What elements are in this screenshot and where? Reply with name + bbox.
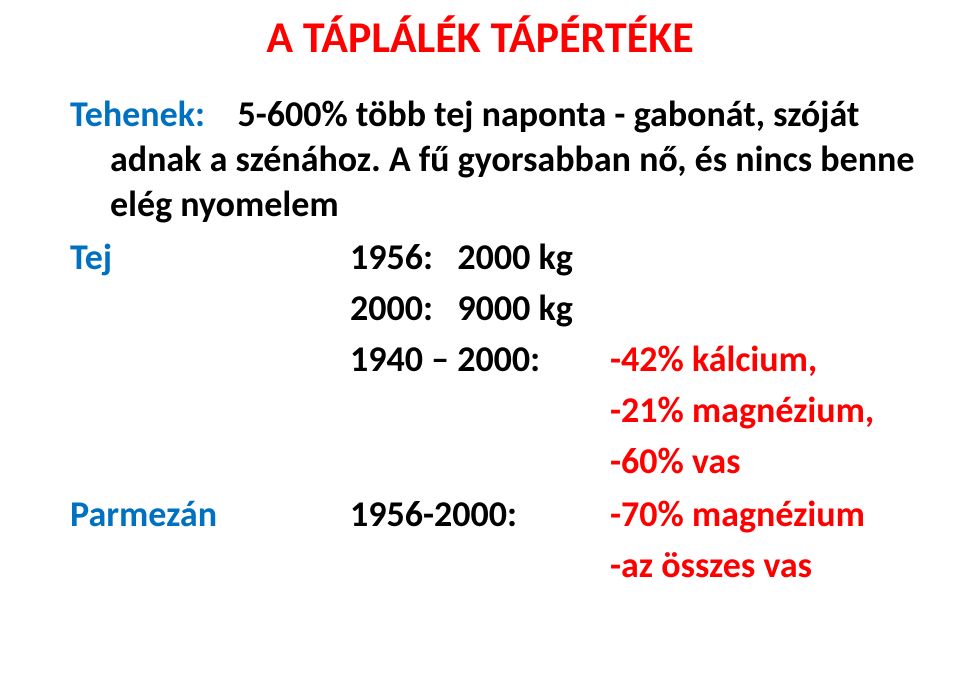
milk-label: Tej [70,235,350,280]
cows-paragraph: Tehenek: 5-600% több tej naponta - gabon… [70,92,920,137]
cows-text-2: adnak a szénához. A fű gyorsabban nő, és… [70,137,920,227]
milk-row-1956: Tej 1956: 2000 kg [70,235,920,280]
milk-iron: -60% vas [70,439,920,484]
slide-page: A TÁPLÁLÉK TÁPÉRTÉKE Tehenek: 5-600% töb… [0,0,960,686]
parmesan-row: Parmezán 1956-2000: -70% magnézium [70,492,920,537]
body-content: Tehenek: 5-600% több tej naponta - gabon… [70,92,920,588]
milk-1956-val: 2000 kg [457,235,572,279]
milk-row-2000: 2000: 9000 kg [70,286,920,331]
page-title: A TÁPLÁLÉK TÁPÉRTÉKE [40,10,920,64]
cows-label: Tehenek: [70,92,205,136]
parmesan-mg: -70% magnézium [610,492,920,537]
parmesan-range: 1956-2000: [350,492,610,537]
milk-range: 1940 – 2000: [350,337,610,382]
milk-1956-year: 1956: [350,235,433,279]
milk-magnesium: -21% magnézium, [70,388,920,433]
milk-range-calcium: 1940 – 2000: -42% kálcium, [70,337,920,382]
cows-text-1: 5-600% több tej naponta - gabonát, szójá… [238,92,860,136]
milk-2000-val: 9000 kg [457,286,572,330]
milk-2000-year: 2000: [350,286,433,330]
parmesan-iron: -az összes vas [70,543,920,588]
milk-calcium: -42% kálcium, [610,337,920,382]
parmesan-label: Parmezán [70,492,350,537]
